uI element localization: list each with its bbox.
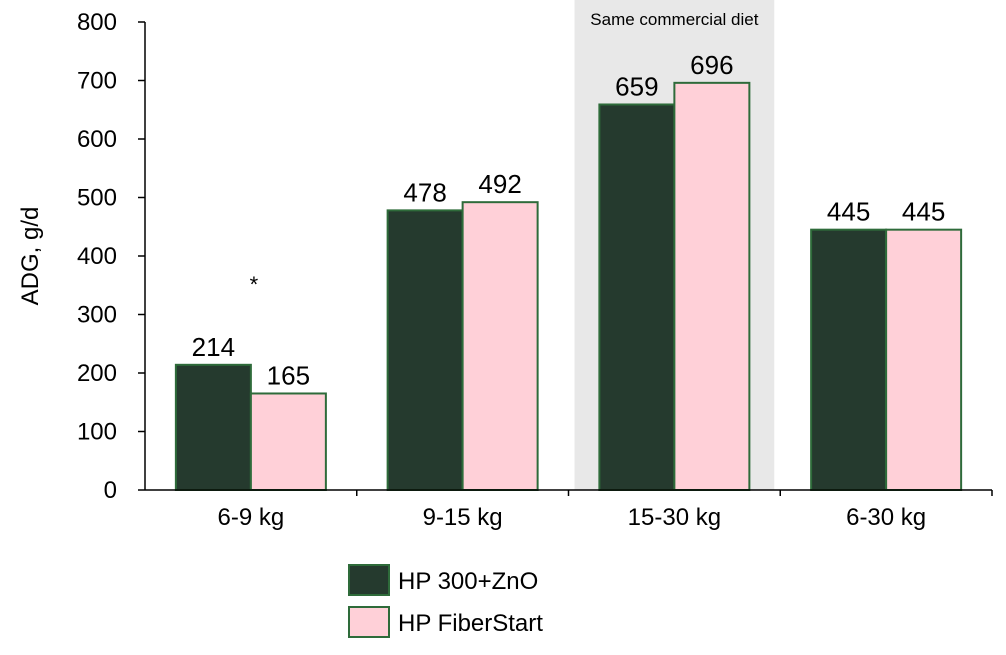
x-tick-label: 15-30 kg	[628, 504, 721, 531]
y-tick-label: 800	[77, 9, 117, 36]
y-axis-title: ADG, g/d	[17, 207, 44, 306]
bar	[598, 103, 676, 492]
y-tick-label: 100	[77, 419, 117, 446]
legend-swatch	[348, 564, 390, 596]
bar	[885, 228, 963, 492]
data-label: 696	[690, 50, 733, 80]
y-tick-label: 400	[77, 243, 117, 270]
x-tick-labels-layer: 6-9 kg 9-15 kg 15-30 kg 6-30 kg	[218, 490, 993, 531]
data-label: 165	[267, 360, 310, 390]
y-tick-label: 600	[77, 126, 117, 153]
data-label: 445	[902, 197, 945, 227]
significance-marker: *	[250, 272, 259, 297]
x-tick-label: 9-15 kg	[423, 504, 503, 531]
legend: HP 300+ZnO HP FiberStart	[348, 564, 543, 638]
data-label: 214	[192, 332, 235, 362]
bar	[461, 201, 539, 491]
shaded-region-label: Same commercial diet	[590, 10, 758, 29]
data-label: 478	[403, 177, 446, 207]
legend-label: HP FiberStart	[398, 610, 543, 637]
bar	[249, 392, 327, 492]
bars-layer	[174, 81, 963, 492]
y-tick-label: 0	[104, 477, 117, 504]
data-labels-layer: 214 165 478 492 659 696 445 445 *	[192, 50, 946, 391]
y-tick-label: 200	[77, 360, 117, 387]
bar	[673, 81, 751, 491]
legend-swatch	[348, 606, 390, 638]
bar	[386, 209, 464, 491]
data-label: 659	[615, 71, 658, 101]
data-label: 492	[478, 169, 521, 199]
y-ticks-layer: 0 100 200 300 400 500 600 700 800	[77, 9, 145, 504]
legend-label: HP 300+ZnO	[398, 568, 538, 595]
data-label: 445	[827, 197, 870, 227]
y-tick-label: 300	[77, 302, 117, 329]
x-tick-label: 6-30 kg	[846, 504, 926, 531]
bar	[810, 228, 888, 492]
bar	[174, 363, 252, 491]
y-tick-label: 500	[77, 185, 117, 212]
x-tick-label: 6-9 kg	[218, 504, 285, 531]
y-tick-label: 700	[77, 68, 117, 95]
